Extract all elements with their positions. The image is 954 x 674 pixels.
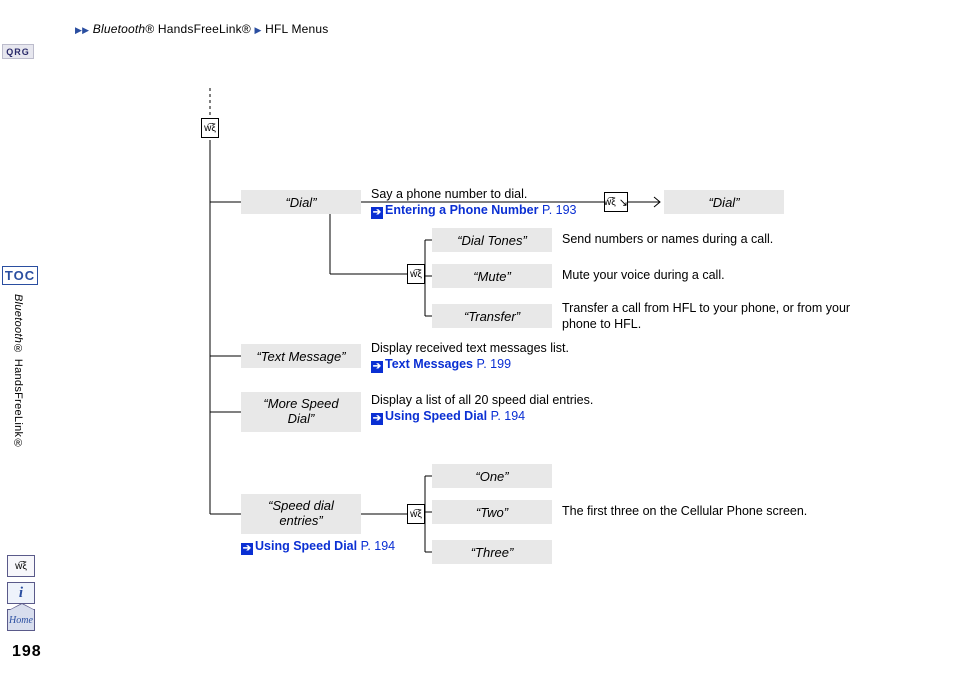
cmd-one: “One” — [432, 464, 552, 488]
desc-more-speed: Display a list of all 20 speed dial entr… — [371, 392, 631, 425]
cmd-speed-dial-entries: “Speed dialentries” — [241, 494, 361, 534]
voice-command-icon: w͡ξ — [407, 264, 425, 284]
cmd-text-message: “Text Message” — [241, 344, 361, 368]
cmd-two: “Two” — [432, 500, 552, 524]
link-text-messages[interactable]: ➔Text Messages P. 199 — [371, 356, 631, 373]
cmd-dial: “Dial” — [241, 190, 361, 214]
desc-dial-tones: Send numbers or names during a call. — [562, 231, 822, 247]
desc-speed-entries: The first three on the Cellular Phone sc… — [562, 503, 862, 519]
cmd-more-speed-dial: “More SpeedDial” — [241, 392, 361, 432]
cmd-three: “Three” — [432, 540, 552, 564]
cmd-mute: “Mute” — [432, 264, 552, 288]
cmd-transfer: “Transfer” — [432, 304, 552, 328]
voice-command-icon: w͡ξ — [407, 504, 425, 524]
desc-dial: Say a phone number to dial. ➔Entering a … — [371, 186, 591, 219]
cmd-dial-tones: “Dial Tones” — [432, 228, 552, 252]
desc-transfer: Transfer a call from HFL to your phone, … — [562, 300, 882, 333]
desc-mute: Mute your voice during a call. — [562, 267, 822, 283]
link-using-speed-dial-b[interactable]: ➔Using Speed Dial P. 194 — [241, 538, 421, 555]
voice-result-icon: w͡ξ↘ — [604, 192, 628, 212]
cmd-dial-result: “Dial” — [664, 190, 784, 214]
voice-command-icon: w͡ξ — [201, 118, 219, 138]
desc-text-msg: Display received text messages list. ➔Te… — [371, 340, 631, 373]
link-using-speed-dial[interactable]: ➔Using Speed Dial P. 194 — [371, 408, 631, 425]
link-entering-phone[interactable]: ➔Entering a Phone Number P. 193 — [371, 202, 591, 219]
flow-lines — [0, 0, 954, 674]
